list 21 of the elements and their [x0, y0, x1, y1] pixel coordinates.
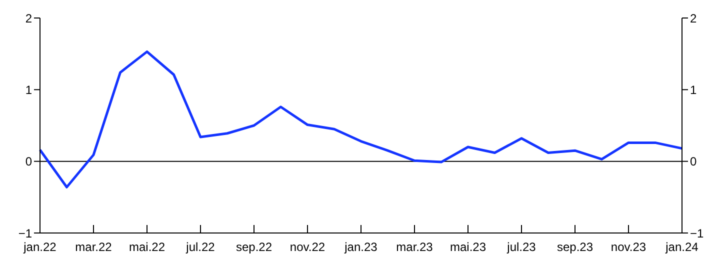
x-tick-label: jan.23 — [344, 240, 378, 254]
y2-tick-label: 2 — [690, 11, 697, 26]
y-tick-label: 2 — [25, 11, 32, 26]
x-tick-label: sep.23 — [556, 240, 594, 254]
x-tick-label: jan.22 — [22, 240, 57, 254]
y2-tick-label: 1 — [690, 82, 697, 97]
x-tick-label: mar.22 — [75, 240, 112, 254]
y-tick-label: 0 — [25, 154, 32, 169]
y2-tick-label: −1 — [690, 226, 704, 240]
y-tick-label: 1 — [25, 82, 32, 97]
x-tick-label: nov.23 — [610, 240, 646, 254]
y-tick-label: −1 — [18, 226, 32, 240]
y2-tick-label: 0 — [690, 154, 697, 169]
x-tick-label: jan.24 — [664, 240, 699, 254]
x-tick-label: jul.23 — [506, 240, 536, 254]
x-tick-label: mai.23 — [450, 240, 486, 254]
x-tick-label: mai.22 — [128, 240, 166, 254]
x-tick-label: sep.22 — [236, 240, 272, 254]
x-tick-label: jul.22 — [185, 240, 216, 254]
x-tick-label: nov.22 — [290, 240, 326, 254]
x-tick-label: mar.23 — [396, 240, 434, 254]
